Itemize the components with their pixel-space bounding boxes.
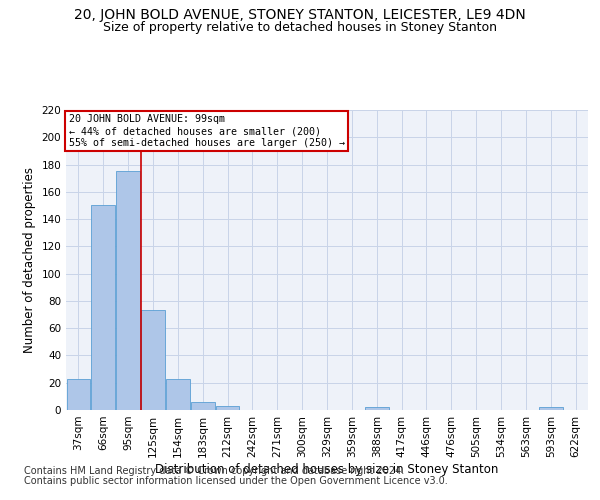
Text: Size of property relative to detached houses in Stoney Stanton: Size of property relative to detached ho… — [103, 21, 497, 34]
Bar — [67, 378, 90, 410]
X-axis label: Distribution of detached houses by size in Stoney Stanton: Distribution of detached houses by size … — [155, 462, 499, 475]
Bar — [191, 402, 215, 410]
Bar — [365, 408, 389, 410]
Text: Contains HM Land Registry data © Crown copyright and database right 2024.: Contains HM Land Registry data © Crown c… — [24, 466, 404, 476]
Text: Contains public sector information licensed under the Open Government Licence v3: Contains public sector information licen… — [24, 476, 448, 486]
Bar — [539, 408, 563, 410]
Text: 20, JOHN BOLD AVENUE, STONEY STANTON, LEICESTER, LE9 4DN: 20, JOHN BOLD AVENUE, STONEY STANTON, LE… — [74, 8, 526, 22]
Y-axis label: Number of detached properties: Number of detached properties — [23, 167, 36, 353]
Bar — [141, 310, 165, 410]
Bar — [91, 206, 115, 410]
Bar — [116, 172, 140, 410]
Bar — [166, 378, 190, 410]
Bar — [216, 406, 239, 410]
Text: 20 JOHN BOLD AVENUE: 99sqm
← 44% of detached houses are smaller (200)
55% of sem: 20 JOHN BOLD AVENUE: 99sqm ← 44% of deta… — [68, 114, 344, 148]
